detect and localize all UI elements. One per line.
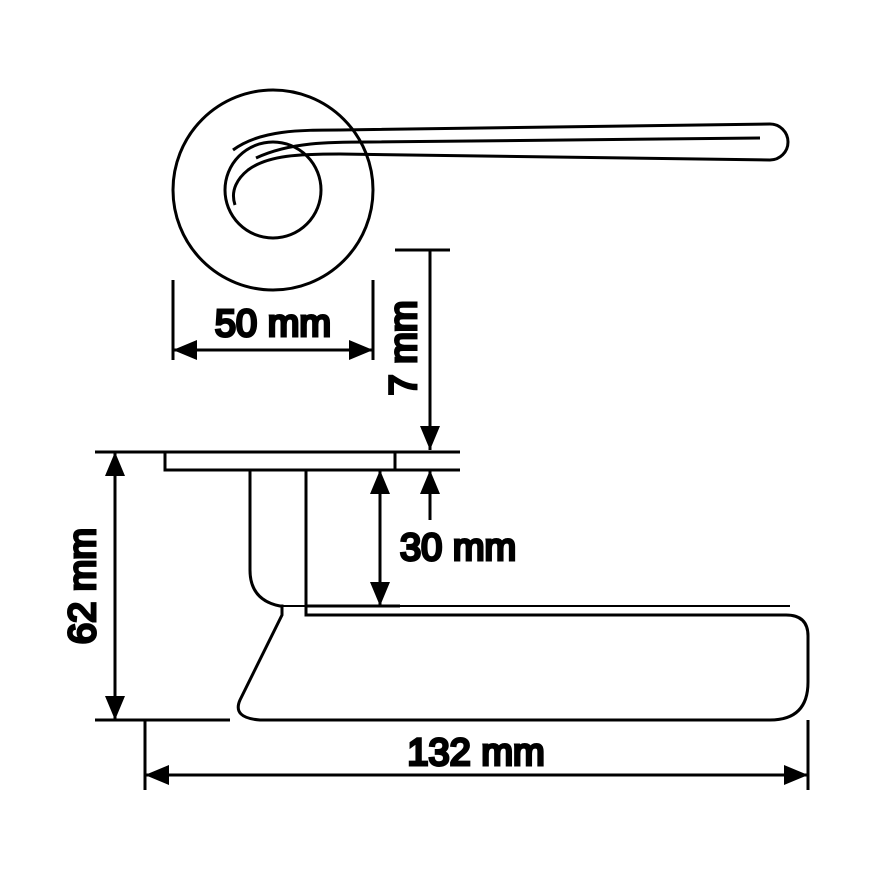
dimension-132mm-label: 132 mm — [407, 732, 544, 774]
dimension-132mm: 132 mm — [145, 732, 808, 785]
dimension-50mm: 50 mm — [173, 303, 373, 360]
dimension-7mm-lower-arrow — [420, 470, 440, 520]
dimension-50mm-label: 50 mm — [215, 303, 331, 345]
dimension-7mm-label: 7 mm — [383, 301, 425, 396]
technical-diagram: 50 mm 7 mm — [0, 0, 878, 878]
dimension-7mm: 7 mm — [383, 250, 450, 450]
dimension-62mm: 62 mm — [62, 452, 125, 720]
dimension-30mm-label: 30 mm — [400, 527, 516, 569]
side-view — [130, 452, 808, 720]
dimension-62mm-label: 62 mm — [62, 528, 104, 644]
dimension-30mm: 30 mm — [370, 470, 516, 606]
